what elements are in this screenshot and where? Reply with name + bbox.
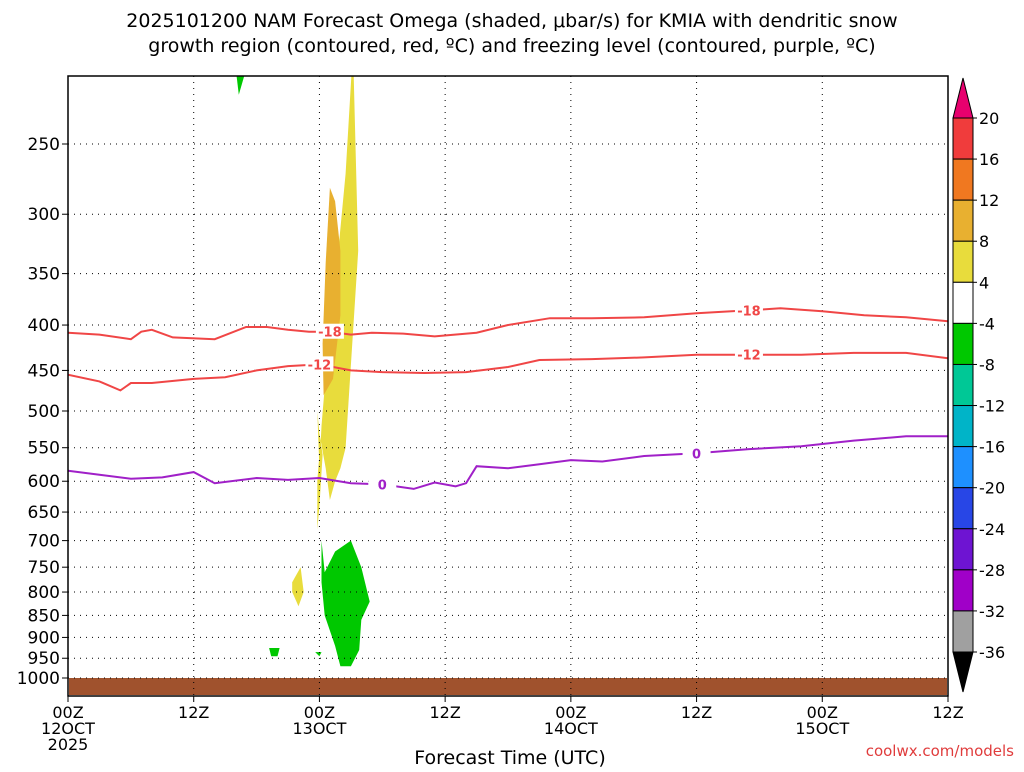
y-tick-label: 700 <box>28 532 60 552</box>
x-tick-label: 14OCT <box>544 719 598 738</box>
x-tick-label: 00Z <box>807 703 838 722</box>
contour-label: 0 <box>378 478 387 493</box>
omega-region-negative-omega-small1 <box>269 648 280 657</box>
chart-subtitle: growth region (contoured, red, ºC) and f… <box>148 35 875 57</box>
colorbar-swatch <box>952 199 974 242</box>
contour-label: -12 <box>737 349 761 364</box>
colorbar-label: 20 <box>979 109 999 128</box>
x-tick-label: 13OCT <box>292 719 346 738</box>
credit-text: coolwx.com/models <box>866 742 1014 760</box>
y-tick-label: 550 <box>28 439 60 459</box>
colorbar-label: 12 <box>979 191 999 210</box>
colorbar-swatch <box>952 363 974 407</box>
x-tick-label: 00Z <box>52 703 83 722</box>
x-tick-label: 12Z <box>932 703 963 722</box>
omega-shading <box>236 76 370 667</box>
colorbar-label: -12 <box>979 397 1005 416</box>
x-tick-label: 12Z <box>429 703 460 722</box>
y-tick-label: 850 <box>28 606 60 626</box>
x-tick-label: 2025 <box>48 735 89 754</box>
colorbar-swatch <box>952 569 974 612</box>
colorbar-swatch <box>952 240 974 283</box>
y-tick-label: 650 <box>28 503 60 523</box>
colorbar-label: 8 <box>979 232 989 251</box>
x-tick-label: 00Z <box>555 703 586 722</box>
ground-band <box>69 678 947 695</box>
contour-label: 0 <box>692 447 701 462</box>
contour-label-bg <box>315 323 344 339</box>
contour-0 <box>68 435 948 490</box>
colorbar-swatch <box>952 117 974 160</box>
y-tick-label: 300 <box>28 205 60 225</box>
colorbar-label: 16 <box>979 150 999 169</box>
omega-region-negative-omega-small2 <box>315 652 322 657</box>
y-tick-label: 400 <box>28 316 60 336</box>
colorbar-swatch <box>952 322 974 365</box>
colorbar-swatch <box>952 281 974 324</box>
omega-region-positive-omega-core <box>322 187 341 396</box>
y-tick-label: 750 <box>28 558 60 578</box>
contour-label: -18 <box>318 326 342 341</box>
y-tick-label: 1000 <box>17 669 60 689</box>
x-tick-label: 00Z <box>304 703 335 722</box>
x-tick-label: 12Z <box>681 703 712 722</box>
colorbar-bottom-arrow <box>952 651 974 693</box>
plot-frame <box>67 75 949 697</box>
y-tick-label: 350 <box>28 265 60 285</box>
contour--12 <box>68 351 948 392</box>
contour-label: -12 <box>308 358 332 373</box>
colorbar-swatch <box>952 610 974 653</box>
grid <box>68 76 948 696</box>
colorbar-label: -16 <box>979 438 1005 457</box>
x-tick-label: 12Z <box>178 703 209 722</box>
colorbar: 20 16 12 8 4 -4 -8 -12 -16 -20 -24 -28 -32 -36 <box>952 77 1005 693</box>
colorbar-label: -20 <box>979 479 1005 498</box>
colorbar-label: -36 <box>979 643 1005 662</box>
contour-label: -18 <box>737 304 761 319</box>
colorbar-label: -28 <box>979 561 1005 580</box>
y-tick-label: 250 <box>28 135 60 155</box>
omega-region-negative-omega-low <box>321 540 370 667</box>
contour--18 <box>68 307 948 341</box>
colorbar-swatch <box>952 405 974 448</box>
contour-label-bg <box>305 356 334 372</box>
colorbar-swatch <box>952 446 974 489</box>
x-tick-label: 15OCT <box>795 719 849 738</box>
x-axis-label: Forecast Time (UTC) <box>414 747 605 768</box>
y-tick-label: 900 <box>28 628 60 648</box>
omega-region-positive-omega-low <box>292 567 304 607</box>
colorbar-label: -4 <box>979 314 995 333</box>
contours: -18 -18 -12 -12 0 0 <box>68 302 948 493</box>
colorbar-swatch <box>952 158 974 201</box>
contour-label-bg <box>368 476 397 492</box>
y-tick-label: 450 <box>28 361 60 381</box>
colorbar-swatch <box>952 528 974 571</box>
y-tick-label: 500 <box>28 402 60 422</box>
chart-title: 2025101200 NAM Forecast Omega (shaded, μ… <box>126 10 897 32</box>
y-tick-label: 950 <box>28 649 60 669</box>
x-tick-label: 12OCT <box>41 719 95 738</box>
y-tick-label: 800 <box>28 583 60 603</box>
colorbar-label: -32 <box>979 602 1005 621</box>
contour-label-bg <box>734 302 763 318</box>
colorbar-swatch <box>952 487 974 530</box>
colorbar-label: 4 <box>979 273 989 292</box>
y-tick-label: 600 <box>28 472 60 492</box>
colorbar-top-arrow <box>952 77 974 119</box>
contour-label-bg <box>734 346 763 362</box>
omega-region-positive-omega-lower <box>317 440 323 530</box>
colorbar-label: -8 <box>979 355 995 374</box>
contour-label-bg <box>682 445 711 461</box>
y-axis: 2503003504004505005506006507007508008509… <box>17 135 68 689</box>
omega-region-negative-omega-upper <box>236 76 244 95</box>
colorbar-label: -24 <box>979 520 1005 539</box>
